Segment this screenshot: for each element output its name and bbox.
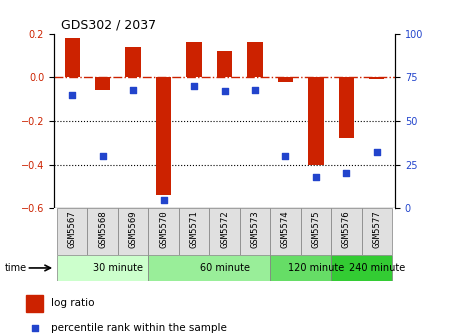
Text: time: time bbox=[4, 263, 26, 273]
Point bbox=[221, 89, 228, 94]
Text: 120 minute: 120 minute bbox=[288, 263, 344, 273]
Bar bbox=[186, 42, 202, 77]
Text: 60 minute: 60 minute bbox=[199, 263, 250, 273]
Bar bbox=[118, 208, 148, 255]
Bar bbox=[148, 255, 270, 281]
Point bbox=[160, 197, 167, 202]
Bar bbox=[278, 77, 293, 82]
Text: GDS302 / 2037: GDS302 / 2037 bbox=[61, 18, 156, 31]
Bar bbox=[369, 77, 384, 80]
Text: GSM5567: GSM5567 bbox=[68, 211, 77, 248]
Text: GSM5570: GSM5570 bbox=[159, 211, 168, 248]
Bar bbox=[125, 47, 141, 77]
Text: GSM5573: GSM5573 bbox=[251, 211, 260, 248]
Bar bbox=[148, 208, 179, 255]
Bar bbox=[57, 255, 148, 281]
Bar bbox=[209, 208, 240, 255]
Point bbox=[99, 153, 106, 159]
Bar bbox=[95, 77, 110, 90]
Bar bbox=[217, 51, 232, 77]
Bar bbox=[361, 208, 392, 255]
Bar bbox=[240, 208, 270, 255]
Bar bbox=[331, 255, 392, 281]
Bar bbox=[26, 295, 43, 311]
Text: 30 minute: 30 minute bbox=[93, 263, 143, 273]
Point bbox=[190, 83, 198, 89]
Text: GSM5574: GSM5574 bbox=[281, 211, 290, 248]
Point bbox=[313, 174, 320, 179]
Bar bbox=[179, 208, 209, 255]
Text: GSM5569: GSM5569 bbox=[128, 211, 137, 248]
Text: percentile rank within the sample: percentile rank within the sample bbox=[51, 323, 227, 333]
Point bbox=[31, 325, 38, 330]
Bar bbox=[65, 38, 80, 77]
Bar bbox=[57, 208, 88, 255]
Point bbox=[282, 153, 289, 159]
Bar bbox=[331, 208, 361, 255]
Bar bbox=[308, 77, 324, 165]
Bar bbox=[156, 77, 171, 195]
Point bbox=[373, 150, 380, 155]
Bar bbox=[270, 255, 331, 281]
Bar bbox=[339, 77, 354, 138]
Text: GSM5568: GSM5568 bbox=[98, 211, 107, 248]
Text: GSM5575: GSM5575 bbox=[312, 211, 321, 248]
Bar bbox=[247, 42, 263, 77]
Point bbox=[251, 87, 259, 92]
Text: 240 minute: 240 minute bbox=[349, 263, 405, 273]
Point bbox=[129, 87, 136, 92]
Bar bbox=[88, 208, 118, 255]
Text: GSM5571: GSM5571 bbox=[189, 211, 198, 248]
Text: GSM5577: GSM5577 bbox=[372, 211, 381, 248]
Text: GSM5576: GSM5576 bbox=[342, 211, 351, 248]
Point bbox=[69, 92, 76, 97]
Point bbox=[343, 171, 350, 176]
Bar bbox=[301, 208, 331, 255]
Text: log ratio: log ratio bbox=[51, 298, 94, 308]
Text: GSM5572: GSM5572 bbox=[220, 211, 229, 248]
Bar bbox=[270, 208, 301, 255]
